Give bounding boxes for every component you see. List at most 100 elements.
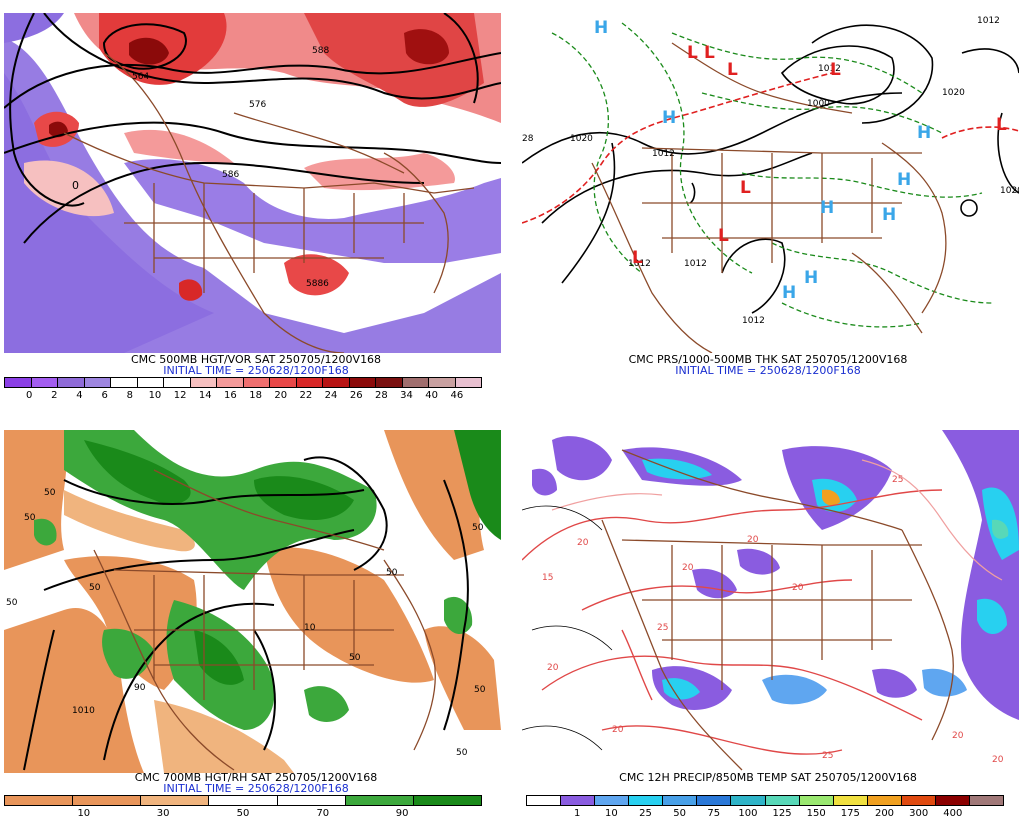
panel-prs-init-time: INITIAL TIME = 250628/1200F168: [675, 364, 861, 377]
map-precip-canvas: 20 25 20 20 25 20 20 20 25 15 20 20: [522, 430, 1019, 773]
colorbar-swatch: [31, 378, 58, 387]
contour-label: 564: [132, 72, 149, 82]
temp-label: 20: [577, 538, 589, 548]
map-500mb: 564 576 586 5886 0 588: [4, 13, 501, 353]
colorbar-precip: [526, 795, 1004, 806]
colorbar-swatch: [935, 796, 971, 805]
colorbar-tick-label: 2: [51, 390, 58, 401]
isobar-label: 1000: [807, 99, 830, 109]
temp-label: 25: [657, 623, 668, 633]
colorbar-swatch: [799, 796, 834, 805]
colorbar-swatch: [58, 378, 85, 387]
temp-label: 20: [792, 583, 804, 593]
rh-label: 50: [24, 513, 36, 523]
colorbar-swatch: [243, 378, 270, 387]
low-pressure-icon: L: [996, 115, 1007, 135]
rh-label: 50: [472, 523, 484, 533]
colorbar-rh-labels: 10 30 50 70 90: [4, 808, 480, 820]
high-pressure-icon: H: [882, 205, 896, 225]
colorbar-tick-label: 40: [425, 390, 439, 401]
isobar-label: 1012: [628, 259, 651, 269]
temp-label: 15: [542, 573, 553, 583]
height-label: 1010: [72, 706, 95, 716]
isobar-label: 1012: [652, 149, 675, 159]
colorbar-swatch: [296, 378, 323, 387]
map-700mb: 50 50 50 1010 50 50 50 50 90 10 50 50: [4, 430, 501, 773]
temp-label: 25: [822, 751, 833, 761]
colorbar-tick-label: 125: [772, 808, 792, 819]
colorbar-swatch: [209, 796, 278, 805]
high-pressure-icon: H: [804, 268, 818, 288]
colorbar-swatch: [413, 796, 481, 805]
colorbar-tick-label: 200: [874, 808, 895, 819]
high-pressure-icon: H: [594, 18, 608, 38]
colorbar-swatch: [164, 378, 191, 387]
colorbar-swatch: [629, 796, 664, 805]
panel-700mb-hgt-rh: 50 50 50 1010 50 50 50 50 90 10 50 50 CM…: [0, 409, 512, 819]
colorbar-tick-label: 100: [738, 808, 758, 819]
colorbar-swatch: [73, 796, 142, 805]
colorbar-swatch: [84, 378, 111, 387]
high-pressure-icon: H: [662, 108, 676, 128]
temp-label: 25: [892, 475, 903, 485]
contour-label: 0: [72, 179, 79, 192]
colorbar-tick-label: 400: [943, 808, 963, 819]
high-pressure-icon: H: [917, 123, 931, 143]
colorbar-swatch: [595, 796, 630, 805]
colorbar-tick-label: 75: [707, 808, 721, 819]
temp-label: 20: [612, 725, 624, 735]
low-pressure-icon: L: [632, 248, 643, 268]
colorbar-swatch: [402, 378, 429, 387]
colorbar-swatch: [217, 378, 244, 387]
colorbar-tick-label: 70: [316, 808, 330, 819]
colorbar-swatch: [5, 796, 74, 805]
colorbar-tick-label: 25: [639, 808, 652, 819]
panel-500-title: CMC 500MB HGT/VOR SAT 250705/1200V168: [130, 353, 382, 366]
colorbar-swatch: [5, 378, 32, 387]
low-pressure-icon: L: [740, 178, 751, 198]
panel-700-title: CMC 700MB HGT/RH SAT 250705/1200V168: [134, 771, 378, 784]
contour-label: 576: [249, 100, 266, 110]
low-pressure-icon: L: [704, 43, 715, 63]
colorbar-vorticity-labels: 0 2 4 6 8 10 12 14 16 18 20 22 24 26 28 34 40 46: [4, 390, 480, 402]
rh-label: 50: [89, 583, 101, 593]
colorbar-swatch: [697, 796, 732, 805]
panel-prs-title: CMC PRS/1000-500MB THK SAT 250705/1200V1…: [628, 353, 908, 366]
rh-label: 10: [304, 623, 316, 633]
map-700mb-canvas: 50 50 50 1010 50 50 50 50 90 10 50 50: [4, 430, 501, 773]
contour-label: 5886: [306, 279, 329, 289]
colorbar-swatch: [561, 796, 596, 805]
rh-label: 90: [134, 683, 146, 693]
low-pressure-icon: L: [687, 43, 698, 63]
panel-precip-850temp: 20 25 20 20 25 20 20 20 25 15 20 20 CMC …: [512, 409, 1024, 819]
colorbar-swatch: [323, 378, 350, 387]
colorbar-swatch: [970, 796, 1004, 805]
rh-label: 50: [6, 598, 18, 608]
temp-label: 20: [547, 663, 559, 673]
high-pressure-icon: H: [782, 283, 796, 303]
isobar-label: 1012: [684, 259, 707, 269]
panel-700-init-time: INITIAL TIME = 250628/1200F168: [163, 782, 349, 795]
colorbar-swatch: [141, 796, 210, 805]
rh-label: 50: [474, 685, 486, 695]
colorbar-tick-label: 6: [101, 390, 108, 401]
colorbar-swatch: [455, 378, 481, 387]
colorbar-swatch: [376, 378, 403, 387]
isobar-label: 1020: [1000, 186, 1019, 196]
high-pressure-icon: H: [820, 198, 834, 218]
temp-label: 20: [682, 563, 694, 573]
high-pressure-icon: H: [897, 170, 911, 190]
rh-label: 50: [349, 653, 361, 663]
colorbar-swatch: [345, 796, 414, 805]
low-pressure-icon: L: [830, 60, 841, 80]
isobar-label: 1012: [742, 316, 765, 326]
panel-500mb-hgt-vor: 564 576 586 5886 0 588 CMC 500MB HGT/VOR…: [0, 0, 512, 409]
temp-label: 20: [747, 535, 759, 545]
colorbar-tick-label: 1: [574, 808, 581, 819]
low-pressure-icon: L: [727, 60, 738, 80]
low-pressure-icon: L: [718, 226, 729, 246]
contour-label: 586: [222, 170, 239, 180]
isobar-label: 1012: [977, 16, 1000, 26]
temp-label: 20: [952, 731, 964, 741]
isobar-label: 1020: [942, 88, 965, 98]
